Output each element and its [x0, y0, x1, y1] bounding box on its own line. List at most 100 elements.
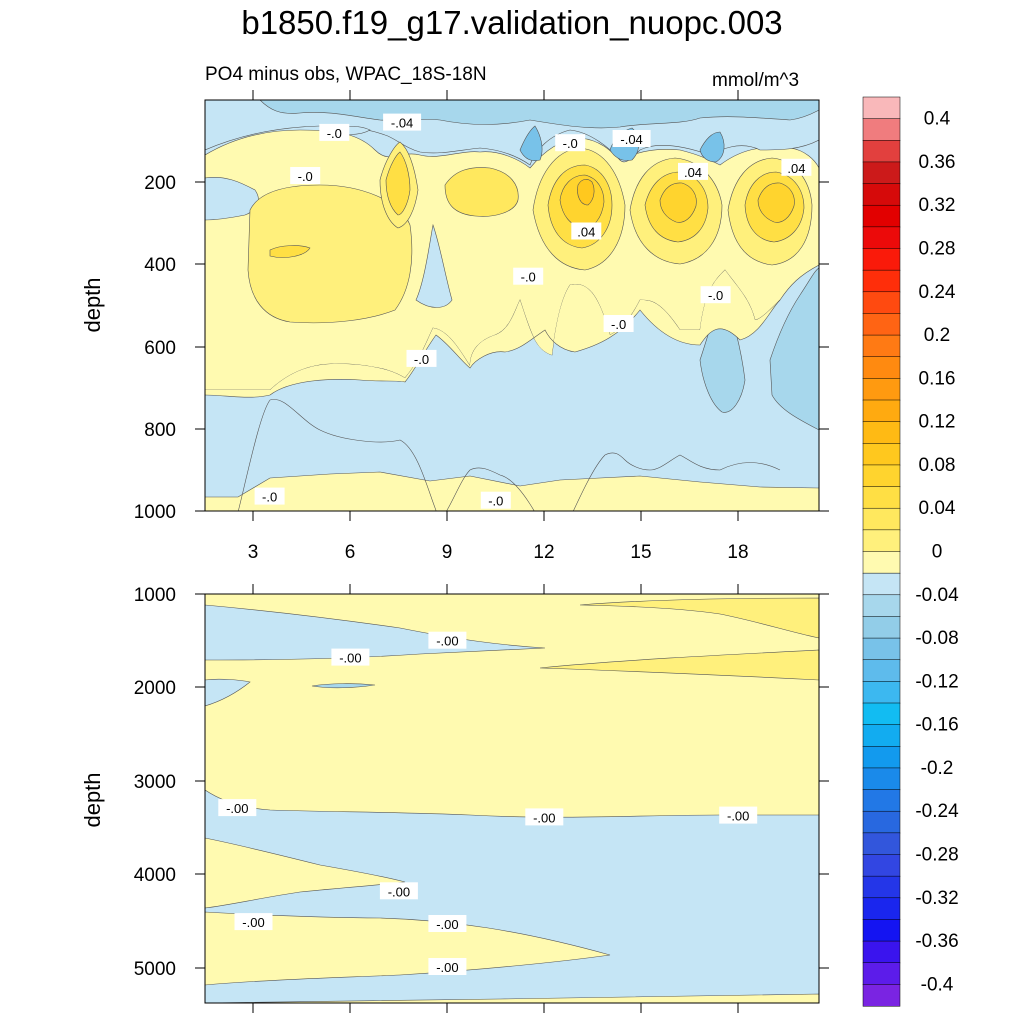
lower-plot-frame	[204, 593, 820, 1004]
colorbar-swatch	[862, 724, 901, 747]
contour-label-bg	[428, 631, 467, 649]
colorbar-tick-label: 0.16	[919, 368, 956, 389]
colorbar-swatch	[862, 702, 901, 726]
upper-y-tick-label: 800	[144, 420, 176, 441]
lower-y-tick-label: 4000	[134, 865, 176, 886]
colorbar-swatch	[862, 832, 901, 856]
upper-panel: -.0 -.04 -.0 -.04 -.0 .04 .04 .04 -.0 -.0 -.0 -.0 -.…	[80, 90, 829, 563]
colorbar-swatch	[862, 356, 901, 379]
colorbar-swatch	[862, 443, 901, 466]
lower-contour-labels: -.00 -.00 -.00 -.00 -.00 -.00 -.00 -.00 -.00	[218, 631, 758, 975]
colorbar-tick-label: 0.2	[924, 325, 950, 346]
upper-fill-pos-lower	[205, 270, 780, 398]
contour-label: -.0	[563, 136, 578, 151]
lower-panel: -.00 -.00 -.00 -.00 -.00 -.00 -.00 -.00 -.00 100…	[80, 584, 829, 1013]
x-tick-label: 15	[630, 542, 651, 563]
lower-fill-neg-sliver	[311, 683, 376, 689]
contour-label: -.04	[391, 116, 413, 131]
contour-label: .04	[787, 161, 805, 176]
contour-label: -.0	[327, 126, 342, 141]
contour-label: -.0	[298, 169, 313, 184]
colorbar-swatch	[862, 507, 901, 531]
colorbar-swatch	[862, 767, 901, 791]
lower-y-tick-label: 3000	[134, 772, 176, 793]
upper-fill-surface-neg2	[205, 100, 819, 129]
chart-subtitle: PO4 minus obs, WPAC_18S-18N	[205, 64, 487, 85]
lower-contour-fill	[205, 594, 819, 1003]
colorbar-swatch	[862, 464, 901, 488]
lower-fill-pos-ur	[579, 597, 819, 639]
upper-fill-inner-b	[385, 151, 411, 216]
colorbar-tick-label: 0.12	[919, 412, 956, 433]
colorbar	[862, 96, 901, 1007]
lower-fill-bottom-sliver	[205, 993, 819, 1003]
colorbar-swatch	[862, 421, 901, 444]
contour-label: -.0	[521, 270, 536, 285]
contour-label-bg	[234, 913, 273, 931]
upper-y-axis: 200 400 600 800 1000 depth	[80, 173, 829, 523]
upper-y-tick-label: 400	[144, 255, 176, 276]
lower-fill-neg-left	[205, 678, 251, 707]
colorbar-swatch	[862, 984, 901, 1007]
colorbar-tick-label: 0.4	[924, 109, 951, 130]
upper-y-tick-label: 600	[144, 338, 176, 359]
colorbar-tick-label: 0.32	[919, 195, 956, 216]
colorbar-swatch	[862, 572, 901, 596]
contour-label: -.0	[611, 317, 626, 332]
colorbar-swatch	[862, 962, 901, 985]
lower-y-axis: 1000 2000 3000 4000 5000 depth	[80, 585, 829, 980]
upper-fill-deep-neg2	[769, 267, 819, 431]
colorbar-tick-label: 0.24	[919, 282, 956, 303]
contour-label-bg	[513, 267, 544, 285]
contour-label: -.0	[488, 494, 503, 509]
contour-label: .04	[577, 225, 595, 240]
upper-y-axis-label: depth	[80, 277, 105, 332]
colorbar-swatch	[862, 789, 901, 812]
colorbar-tick-label: -0.12	[915, 671, 958, 692]
upper-fill-small-lobe	[269, 245, 311, 258]
contour-label-bg	[319, 123, 350, 141]
contour-label-bg	[331, 648, 370, 666]
x-tick-label: 12	[533, 542, 554, 563]
colorbar-tick-label: 0.08	[919, 455, 956, 476]
colorbar-tick-label: -0.08	[915, 628, 958, 649]
contour-label-bg	[383, 113, 422, 131]
lower-fill-pos-mr	[539, 649, 819, 681]
colorbar-tick-label: 0.28	[919, 239, 956, 260]
contour-label-bg	[428, 915, 467, 932]
upper-fill-dkblue-3	[699, 131, 725, 163]
contour-label-bg	[525, 808, 564, 826]
contour-label: -.00	[436, 917, 458, 932]
colorbar-swatch	[862, 940, 901, 964]
colorbar-swatch	[862, 897, 901, 920]
contour-label: -.04	[620, 132, 642, 147]
colorbar-swatch	[862, 399, 901, 423]
colorbar-swatch	[862, 854, 901, 877]
contour-label-bg	[555, 134, 586, 152]
contour-label-bg	[406, 349, 437, 367]
colorbar-tick-label: -0.4	[921, 974, 954, 995]
upper-fill-inner-e2	[659, 182, 697, 223]
colorbar-swatch	[862, 204, 901, 228]
upper-contour-labels: -.0 -.04 -.0 -.04 -.0 .04 .04 .04 -.0 -.0 -.0 -.0 -.…	[254, 113, 812, 509]
colorbar-swatch	[862, 810, 901, 834]
colorbar-tick-label: -0.28	[915, 845, 958, 866]
x-tick-label: 9	[442, 542, 453, 563]
contour-label-bg	[678, 162, 708, 180]
contour-label-bg	[700, 286, 731, 304]
upper-x-axis: 3 6 9 12 15 18	[248, 90, 749, 563]
colorbar-swatch	[862, 118, 901, 141]
colorbar-swatch	[862, 919, 901, 942]
colorbar-labels: 0.4 0.36 0.32 0.28 0.24 0.2 0.16 0.12 0.08 0.04 0 -…	[915, 109, 959, 996]
colorbar-swatch	[862, 313, 901, 336]
upper-y-tick-label: 1000	[134, 502, 176, 523]
contour-label: -.0	[708, 288, 723, 303]
colorbar-tick-label: -0.2	[921, 758, 954, 779]
upper-fill-inner-d3	[577, 179, 595, 206]
x-tick-label: 3	[248, 542, 259, 563]
upper-fill-dkblue-1	[519, 125, 543, 161]
contour-label-bg	[781, 158, 812, 176]
lower-y-tick-label: 1000	[134, 585, 176, 606]
contour-label: -.00	[533, 810, 555, 825]
